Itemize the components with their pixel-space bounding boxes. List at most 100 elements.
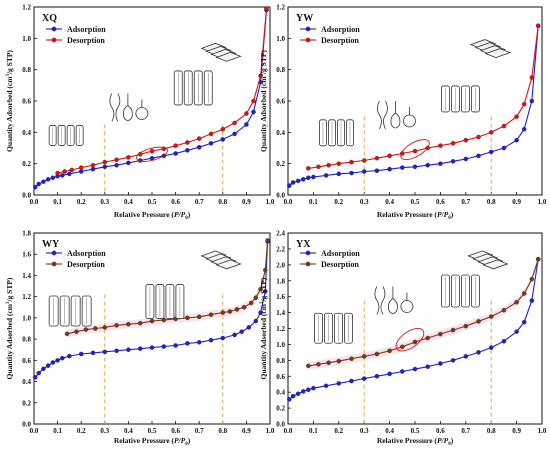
data-point-adsorption (239, 329, 244, 334)
data-point-adsorption (60, 355, 65, 361)
data-point-adsorption (387, 371, 392, 377)
plate-slab (482, 259, 509, 270)
data-point-adsorption (114, 162, 119, 168)
data-point-adsorption (251, 109, 256, 115)
data-point-desorption (463, 323, 469, 329)
data-point-desorption (264, 6, 269, 11)
data-point-desorption (529, 75, 535, 80)
x-tick-label: 0.4 (385, 198, 394, 206)
data-point-adsorption (450, 159, 456, 164)
data-point-desorption (488, 314, 494, 319)
data-point-adsorption (300, 177, 306, 182)
data-point-adsorption (306, 387, 311, 393)
legend-label: Desorption (321, 36, 359, 45)
x-tick-label: 0.3 (360, 427, 369, 435)
data-point-adsorption (412, 366, 418, 372)
x-tick-label: 0.0 (30, 427, 39, 435)
slit-pore-sketch (173, 70, 213, 106)
data-point-adsorption (196, 340, 202, 345)
data-point-adsorption (374, 168, 380, 173)
y-tick-label: 0.8 (276, 357, 285, 365)
data-point-adsorption (476, 153, 481, 159)
data-point-adsorption (220, 335, 226, 341)
data-point-adsorption (246, 325, 252, 330)
y-tick-label: 0.4 (22, 378, 31, 386)
y-tick-label: 0.2 (22, 399, 31, 407)
data-point-desorption (438, 143, 443, 148)
data-point-desorption (244, 111, 249, 116)
cylinder-pore-sketch (313, 312, 353, 344)
data-point-adsorption (45, 363, 51, 368)
x-axis-label: Relative Pressure (P/P0) (377, 436, 454, 447)
data-point-adsorption (36, 370, 41, 376)
data-point-desorption (514, 114, 519, 119)
data-point-adsorption (185, 148, 190, 153)
data-point-desorption (387, 348, 392, 354)
data-point-adsorption (438, 361, 443, 366)
data-point-adsorption (244, 122, 249, 127)
data-point-adsorption (425, 364, 430, 369)
data-point-adsorption (295, 391, 301, 397)
y-tick-label: 1.2 (22, 4, 31, 12)
y-tick-label: 0.0 (22, 421, 31, 429)
data-point-desorption (248, 300, 254, 306)
data-point-desorption (336, 161, 342, 166)
y-axis-label: Quantity Adsorbed (cm3/g STP) (259, 50, 268, 152)
data-point-desorption (69, 167, 75, 173)
x-axis-label: Relative Pressure (P/P0) (114, 436, 191, 447)
y-axis-label: Quantity Adsorbed (cm3/g STP) (5, 50, 14, 152)
data-point-adsorption (349, 378, 354, 384)
y-axis-label: Quantity Adsorbed (cm3/g STP) (259, 277, 268, 379)
data-point-desorption (326, 360, 331, 365)
data-point-desorption (361, 158, 367, 163)
x-tick-label: 0.7 (461, 198, 470, 206)
data-point-desorption (400, 344, 405, 350)
data-point-adsorption (295, 178, 301, 184)
data-point-desorption (227, 309, 233, 314)
slit-pore-sketch (440, 85, 480, 113)
x-tick-label: 0.6 (171, 427, 180, 435)
panel-tag: YX (296, 239, 311, 250)
x-tick-label: 0.1 (53, 427, 62, 435)
data-point-adsorption (36, 181, 41, 187)
data-point-adsorption (41, 366, 46, 372)
plate-pore-sketch (467, 250, 509, 270)
data-point-desorption (306, 363, 311, 369)
ink-bottle-pore-sketch (109, 93, 149, 122)
x-tick-label: 0.1 (309, 427, 318, 435)
data-point-adsorption (232, 332, 237, 338)
data-point-desorption (185, 315, 190, 321)
data-point-desorption (253, 295, 259, 300)
y-tick-label: 0.0 (22, 192, 31, 200)
data-point-desorption (64, 331, 70, 337)
data-point-adsorption (501, 338, 507, 344)
y-tick-label: 1.4 (276, 309, 285, 317)
x-tick-label: 1.0 (538, 198, 547, 206)
x-tick-label: 0.1 (53, 198, 62, 206)
data-point-adsorption (263, 289, 268, 294)
hysteresis-band (67, 236, 268, 338)
y-tick-label: 1.6 (276, 293, 285, 301)
data-point-desorption (241, 305, 247, 310)
data-point-desorption (463, 137, 469, 143)
data-point-adsorption (361, 376, 367, 381)
y-tick-label: 0.4 (276, 129, 285, 137)
chart-panel-YX: 0.0 0.1 0.2 0.3 0.4 0.5 0.6 0.7 0.8 0.9 1.00.00.20… (259, 230, 547, 448)
data-point-adsorption (90, 166, 96, 172)
data-point-desorption (387, 153, 392, 159)
data-point-adsorption (514, 329, 519, 334)
data-point-adsorption (476, 350, 481, 355)
bottle-outline (374, 286, 380, 315)
data-point-desorption (316, 164, 321, 170)
y-tick-label: 0.0 (276, 192, 285, 200)
data-point-desorption (220, 310, 226, 315)
data-point-adsorption (102, 164, 108, 170)
x-tick-label: 0.9 (242, 198, 251, 206)
x-tick-label: 0.8 (487, 198, 496, 206)
y-tick-label: 0.6 (22, 357, 31, 365)
legend-swatch-marker (305, 250, 311, 256)
data-point-adsorption (529, 98, 535, 104)
x-tick-label: 0.3 (360, 198, 369, 206)
data-point-adsorption (425, 162, 430, 168)
data-point-desorption (90, 162, 96, 168)
